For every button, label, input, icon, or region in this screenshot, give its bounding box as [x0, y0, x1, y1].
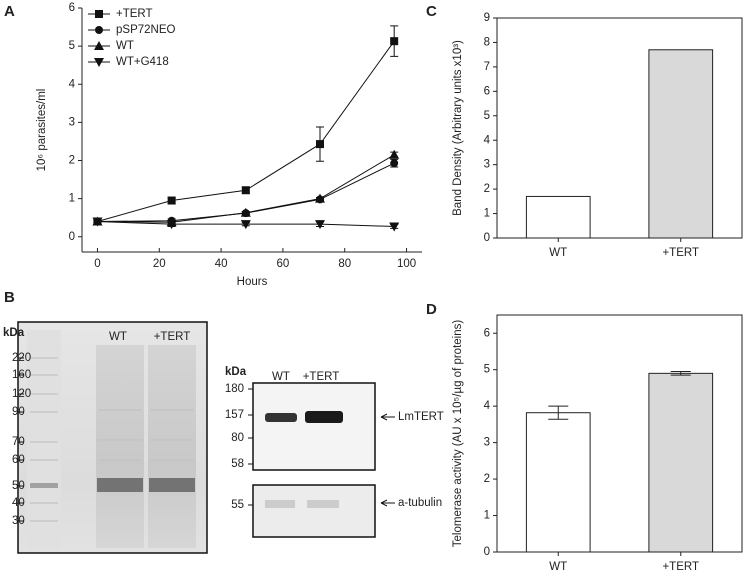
y-tick-label: 5	[69, 40, 75, 52]
y-tick-label: 1	[69, 193, 75, 205]
y-tick-label: 1	[484, 208, 490, 220]
x-tick-label: WT	[549, 247, 567, 259]
x-tick-label: 60	[277, 258, 290, 270]
western-target: LmTERT	[398, 411, 444, 423]
y-axis-label: Telomerase activity (AU x 10⁵/µg of prot…	[452, 320, 464, 548]
y-tick-label: 5	[484, 110, 490, 122]
y-tick-label: 3	[484, 437, 490, 449]
y-tick-label: 2	[484, 473, 490, 485]
x-tick-label: 80	[338, 258, 351, 270]
x-tick-label: +TERT	[662, 561, 699, 572]
y-tick-label: 6	[484, 85, 490, 97]
y-axis-label: 10⁶ parasites/ml	[36, 89, 48, 172]
marker	[240, 220, 251, 230]
plot-frame	[496, 17, 743, 239]
legend-label: WT+G418	[116, 56, 169, 68]
x-tick-label: 0	[94, 258, 100, 270]
gel-unit: kDa	[3, 327, 25, 339]
marker	[167, 196, 176, 205]
x-tick-label: +TERT	[662, 247, 699, 259]
marker	[240, 207, 251, 217]
gel-lane-label: WT	[109, 331, 127, 343]
legend-marker	[94, 58, 104, 67]
y-tick-label: 4	[484, 400, 491, 412]
y-tick-label: 4	[484, 134, 491, 146]
panel-label: D	[426, 301, 437, 318]
legend-marker	[95, 26, 103, 34]
y-tick-label: 6	[69, 2, 75, 14]
bar	[648, 372, 714, 553]
marker	[315, 193, 325, 203]
plot-frame	[496, 314, 743, 553]
western-unit: kDa	[225, 366, 247, 378]
y-tick-label: 0	[69, 231, 75, 243]
marker	[389, 149, 400, 159]
marker	[166, 220, 177, 230]
x-axis-label: Hours	[237, 276, 268, 288]
y-tick-label: 0	[484, 232, 490, 244]
marker	[315, 220, 325, 230]
bar	[525, 195, 591, 239]
bar	[525, 412, 591, 553]
western-marker: 80	[231, 432, 244, 444]
legend-label: pSP72NEO	[116, 24, 176, 36]
y-tick-label: 5	[484, 364, 490, 376]
x-tick-label: 40	[215, 258, 228, 270]
western-lane-label: WT	[272, 371, 290, 383]
legend-label: WT	[116, 40, 134, 52]
error-bar	[548, 405, 569, 420]
panel-label: C	[426, 3, 437, 20]
marker	[390, 159, 399, 168]
marker	[389, 222, 400, 232]
y-tick-label: 2	[69, 155, 75, 167]
western-marker: 180	[225, 383, 244, 395]
y-tick-label: 6	[484, 327, 490, 339]
western-lane-label: +TERT	[303, 371, 340, 383]
y-tick-label: 7	[484, 61, 490, 73]
series-line	[97, 40, 395, 222]
western-marker: 55	[231, 499, 244, 511]
western-blot	[248, 382, 395, 538]
western-marker: 157	[225, 409, 244, 421]
legend-marker	[95, 10, 103, 18]
legend-marker	[94, 41, 104, 50]
y-tick-label: 0	[484, 546, 490, 558]
y-tick-label: 1	[484, 510, 490, 522]
western-control: a-tubulin	[398, 497, 442, 509]
y-tick-label: 3	[484, 159, 490, 171]
y-tick-label: 2	[484, 183, 490, 195]
gel	[17, 321, 208, 554]
marker	[316, 140, 324, 149]
legend-label: +TERT	[116, 8, 153, 20]
y-tick-label: 8	[484, 36, 490, 48]
marker	[390, 37, 399, 46]
x-tick-label: 20	[153, 258, 166, 270]
y-tick-label: 4	[69, 78, 76, 90]
y-axis-label: Band Density (Arbitrary units x10³)	[452, 40, 464, 216]
bar	[648, 49, 714, 239]
western-marker: 58	[231, 458, 244, 470]
gel-lane-label: +TERT	[154, 331, 191, 343]
error-bar	[670, 371, 691, 376]
x-tick-label: WT	[549, 561, 567, 572]
y-tick-label: 9	[484, 12, 490, 24]
marker	[92, 217, 103, 227]
panel-label: A	[4, 3, 15, 20]
marker	[241, 186, 250, 195]
y-tick-label: 3	[69, 116, 75, 128]
x-tick-label: 100	[397, 258, 416, 270]
panel-label: B	[4, 289, 15, 306]
